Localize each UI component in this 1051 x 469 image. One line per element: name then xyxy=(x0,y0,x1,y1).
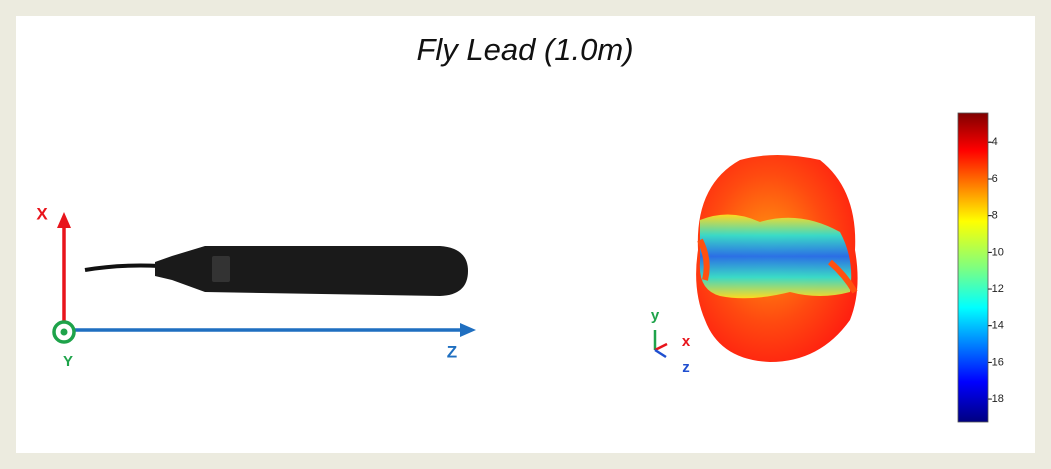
triad-z xyxy=(654,348,667,359)
triad-x xyxy=(654,342,668,352)
triad-z-label: z xyxy=(682,359,690,376)
triad-y-label: y xyxy=(651,307,660,324)
title: Fly Lead (1.0m) xyxy=(416,32,633,67)
cable xyxy=(84,263,161,272)
triad-x-label: x xyxy=(682,333,691,350)
y-label: Y xyxy=(63,353,73,370)
y-dot xyxy=(60,328,68,336)
panel xyxy=(16,16,1035,453)
colorbar-tick-label: -18 xyxy=(988,393,1004,405)
colorbar-tick-label: -4 xyxy=(988,136,998,148)
colorbar-tick-label: -16 xyxy=(988,356,1004,368)
colorbar-tick-label: -14 xyxy=(988,320,1004,332)
colorbar xyxy=(957,112,989,423)
x-arrow xyxy=(57,212,71,228)
colorbar-tick-label: -8 xyxy=(988,210,998,222)
pattern-null xyxy=(699,214,852,299)
z-arrow xyxy=(460,323,476,337)
colorbar-tick-label: -6 xyxy=(988,173,998,185)
x-label: X xyxy=(36,204,48,223)
antenna xyxy=(155,246,468,296)
z-label: Z xyxy=(447,342,457,361)
pattern-edge xyxy=(697,238,858,294)
colorbar-tick-label: -10 xyxy=(988,246,1004,258)
colorbar-tick-label: -12 xyxy=(988,283,1004,295)
label-plate xyxy=(212,256,230,282)
